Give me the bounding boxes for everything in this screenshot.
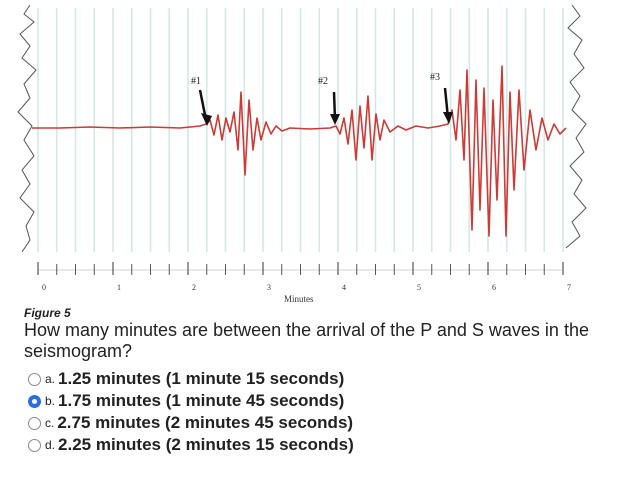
axis-tick-label: 3 — [267, 283, 271, 292]
option-b-letter: b. — [45, 394, 56, 408]
option-c-letter: c. — [45, 416, 55, 430]
axis-tick-label: 5 — [417, 283, 421, 292]
paper-right-edge — [565, 4, 587, 249]
paper-left-edge — [17, 4, 37, 253]
option-b-text: 1.75 minutes (1 minute 45 seconds) — [58, 391, 345, 410]
option-b[interactable]: b. 1.75 minutes (1 minute 45 seconds) — [28, 390, 354, 412]
option-a[interactable]: a. 1.25 minutes (1 minute 15 seconds) — [28, 368, 354, 390]
option-b-radio[interactable] — [28, 394, 41, 408]
axis-tick-label: 7 — [567, 283, 571, 292]
option-a-letter: a. — [45, 372, 56, 386]
axis-tick-label: 2 — [192, 283, 196, 292]
option-c[interactable]: c. 2.75 minutes (2 minutes 45 seconds) — [28, 412, 354, 434]
seismogram-figure: #1 #2 #3 0 1 2 3 4 5 6 7 Minutes — [17, 4, 587, 304]
arrow-2: #2 — [318, 76, 340, 125]
option-a-text: 1.25 minutes (1 minute 15 seconds) — [58, 369, 345, 388]
arrow-2-label: #2 — [318, 76, 328, 87]
option-d-radio[interactable] — [28, 438, 41, 452]
option-a-radio[interactable] — [28, 372, 41, 386]
arrow-1: #1 — [191, 76, 212, 126]
axis-tick-label: 4 — [342, 283, 346, 292]
option-d-letter: d. — [45, 438, 56, 452]
arrow-3: #3 — [430, 72, 453, 124]
minutes-axis: 0 1 2 3 4 5 6 7 — [37, 262, 571, 292]
arrow-3-label: #3 — [430, 72, 440, 83]
axis-label: Minutes — [284, 294, 314, 304]
option-d[interactable]: d. 2.25 minutes (2 minutes 15 seconds) — [28, 434, 354, 456]
answer-options: a. 1.25 minutes (1 minute 15 seconds) b.… — [28, 368, 354, 456]
grid-lines — [37, 8, 564, 252]
question-text: How many minutes are between the arrival… — [24, 320, 589, 361]
axis-tick-label: 0 — [42, 283, 46, 292]
option-c-text: 2.75 minutes (2 minutes 45 seconds) — [57, 413, 354, 432]
option-d-text: 2.25 minutes (2 minutes 15 seconds) — [58, 435, 354, 454]
option-c-radio[interactable] — [28, 416, 41, 430]
arrow-1-label: #1 — [191, 76, 201, 87]
axis-tick-label: 1 — [117, 283, 121, 292]
figure-caption: Figure 5 — [24, 306, 71, 320]
seismic-trace — [32, 65, 567, 237]
axis-tick-label: 6 — [492, 283, 496, 292]
